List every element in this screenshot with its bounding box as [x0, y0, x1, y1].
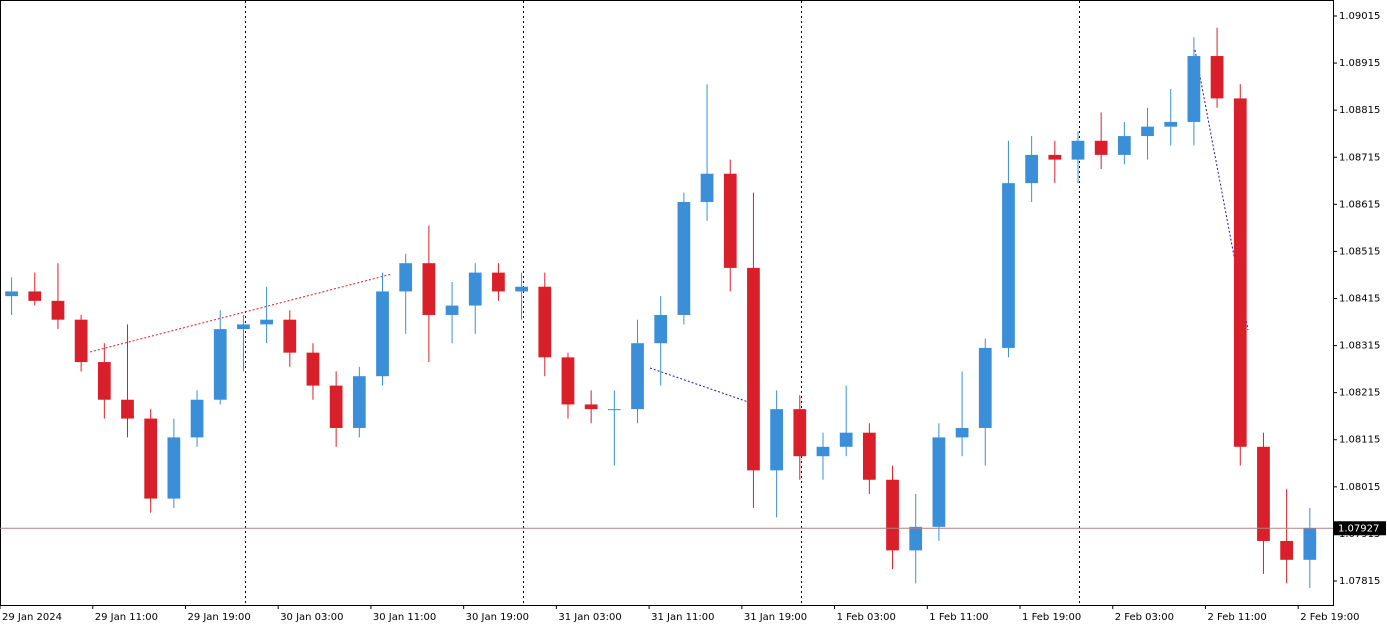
- x-tick-label: 29 Jan 19:00: [187, 612, 250, 623]
- x-tick-label: 31 Jan 19:00: [744, 612, 807, 623]
- candle-body: [1233, 98, 1247, 447]
- last-price-label: 1.07927: [1338, 523, 1379, 534]
- candle-body: [909, 526, 923, 551]
- y-tick-label: 1.08015: [1339, 482, 1380, 493]
- x-tick-label: 30 Jan 03:00: [280, 612, 343, 623]
- candle-body: [607, 409, 621, 411]
- candle-body: [74, 319, 88, 363]
- candle-body: [1141, 126, 1154, 137]
- x-tick-label: 1 Feb 11:00: [929, 612, 988, 623]
- x-tick-label: 1 Feb 19:00: [1022, 612, 1081, 623]
- candle-body: [886, 479, 899, 551]
- candle-body: [932, 437, 946, 527]
- y-tick-label: 1.08515: [1339, 246, 1380, 257]
- candle-body: [213, 329, 227, 400]
- candle-body: [1117, 136, 1131, 155]
- candle-body: [399, 263, 413, 292]
- candle-body: [654, 314, 668, 344]
- x-tick-label: 31 Jan 11:00: [651, 612, 714, 623]
- y-tick-label: 1.09015: [1339, 11, 1380, 22]
- y-tick-label: 1.08115: [1339, 435, 1380, 446]
- candle-body: [260, 319, 273, 325]
- candle-body: [862, 432, 876, 480]
- plot-frame: [0, 0, 1334, 606]
- candle-body: [955, 427, 969, 438]
- candle-body: [747, 267, 760, 471]
- x-tick-label: 29 Jan 2024: [2, 612, 62, 623]
- candle-body: [677, 201, 691, 315]
- candle-body: [190, 399, 204, 438]
- x-tick-label: 2 Feb 19:00: [1300, 612, 1359, 623]
- candle-body: [561, 357, 575, 405]
- candle-body: [723, 173, 737, 268]
- candle-body: [793, 409, 807, 457]
- candle-body: [167, 437, 181, 499]
- candle-body: [1048, 154, 1062, 160]
- candle-body: [352, 376, 366, 428]
- candle-body: [1257, 446, 1270, 541]
- candle-body: [1002, 183, 1015, 348]
- candle-body: [1187, 56, 1201, 122]
- y-tick-label: 1.08615: [1339, 199, 1380, 210]
- y-tick-label: 1.08715: [1339, 152, 1380, 163]
- candle-body: [1094, 140, 1108, 155]
- candle-body: [631, 343, 644, 410]
- candle-body: [1280, 540, 1294, 560]
- candle-body: [5, 291, 18, 297]
- trend-line: [649, 367, 758, 406]
- candles: [5, 27, 1317, 589]
- last-price-box: [1334, 521, 1386, 536]
- candle-body: [121, 399, 134, 419]
- x-tick-label: 31 Jan 03:00: [558, 612, 621, 623]
- candle-body: [468, 272, 482, 306]
- candle-body: [28, 291, 42, 301]
- candle-body: [283, 319, 297, 353]
- y-tick-label: 1.08215: [1339, 388, 1380, 399]
- candle-body: [1025, 154, 1039, 184]
- x-tick-label: 29 Jan 11:00: [95, 612, 158, 623]
- candle-body: [1071, 140, 1085, 160]
- y-tick-label: 1.08815: [1339, 105, 1380, 116]
- candle-body: [816, 446, 830, 457]
- candle-body: [445, 305, 459, 315]
- x-tick-label: 30 Jan 19:00: [466, 612, 529, 623]
- candle-body: [376, 291, 389, 377]
- period-separators: [245, 1, 1080, 605]
- candle-body: [492, 272, 505, 292]
- x-tick-label: 2 Feb 11:00: [1207, 612, 1266, 623]
- candle-body: [237, 324, 250, 330]
- y-tick-label: 1.08415: [1339, 293, 1380, 304]
- candle-body: [1303, 528, 1317, 560]
- x-tick-label: 1 Feb 03:00: [837, 612, 896, 623]
- candle-body: [700, 173, 714, 202]
- candle-body: [538, 286, 552, 358]
- candle-body: [422, 263, 436, 315]
- candle-body: [839, 432, 853, 447]
- candle-body: [306, 352, 320, 386]
- candle-body: [97, 362, 111, 400]
- candle-body: [770, 409, 783, 471]
- candle-body: [584, 404, 598, 410]
- candle-body: [515, 286, 528, 292]
- candle-body: [1164, 121, 1178, 127]
- y-tick-label: 1.07815: [1339, 576, 1380, 587]
- candle-body: [329, 385, 343, 428]
- y-tick-label: 1.08315: [1339, 341, 1380, 352]
- candle-body: [51, 300, 65, 320]
- candle-body: [978, 347, 992, 428]
- x-tick-label: 2 Feb 03:00: [1115, 612, 1174, 623]
- candle-body: [144, 418, 158, 499]
- candle-body: [1210, 56, 1224, 99]
- y-tick-label: 1.08915: [1339, 58, 1380, 69]
- x-tick-label: 30 Jan 11:00: [373, 612, 436, 623]
